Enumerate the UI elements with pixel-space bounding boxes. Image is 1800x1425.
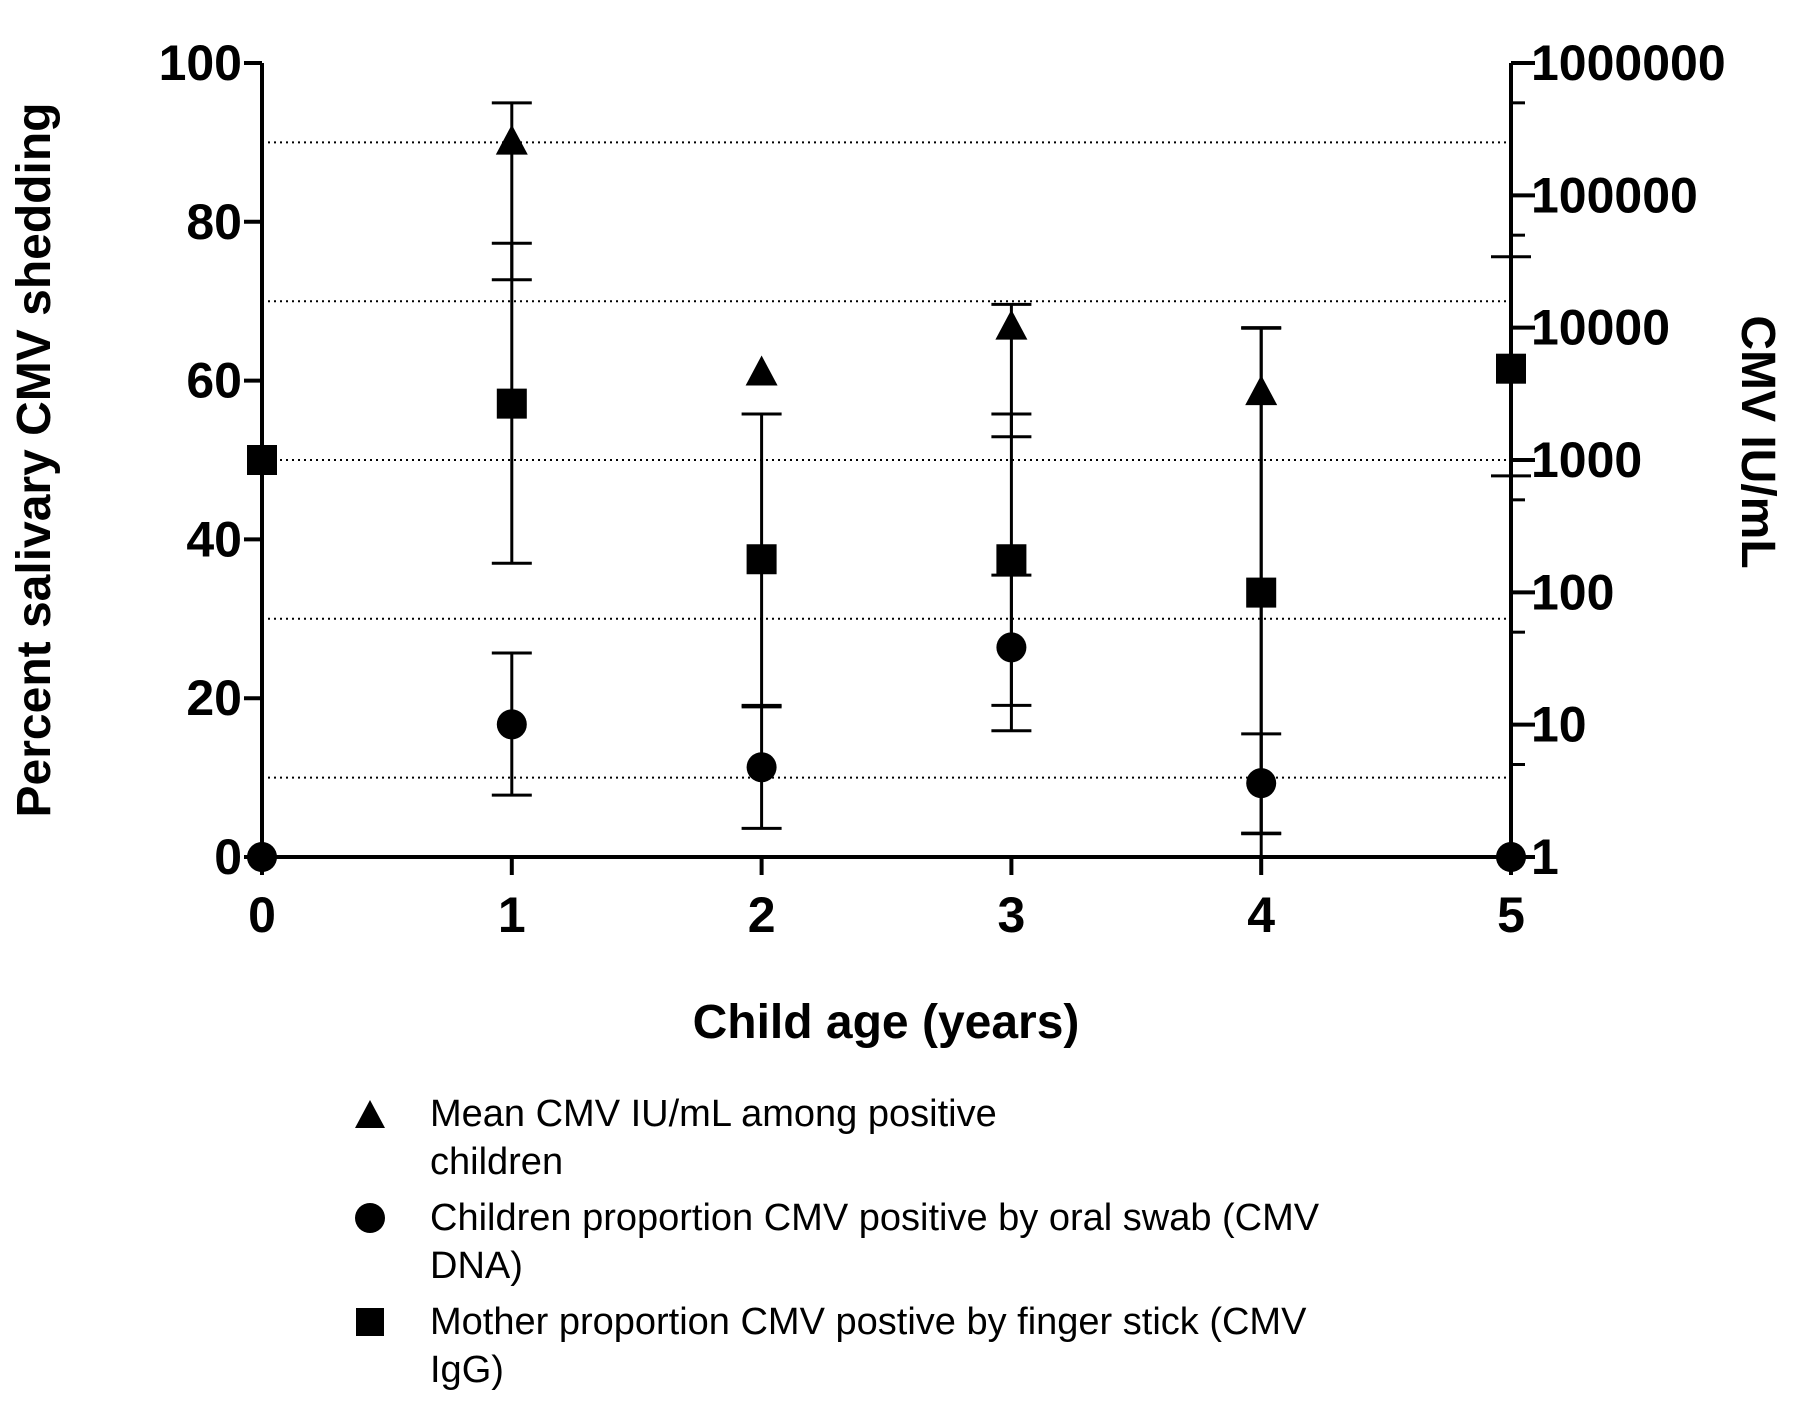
legend-item-circle: Children proportion CMV positive by oral… <box>350 1194 1550 1290</box>
data-markers <box>247 124 1526 872</box>
y-left-tick-label: 20 <box>186 670 242 726</box>
legend-item-triangle: Mean CMV IU/mL among positive children <box>350 1090 1550 1186</box>
legend-label-line: Children proportion CMV positive by oral… <box>430 1197 1320 1239</box>
data-point-triangle <box>995 309 1028 340</box>
data-point-triangle <box>745 355 778 386</box>
data-point-circle <box>496 709 527 740</box>
data-point-triangle <box>1245 375 1278 406</box>
legend-item-square: Mother proportion CMV postive by finger … <box>350 1298 1550 1394</box>
y-left-tick-label: 100 <box>159 35 242 91</box>
data-point-square <box>247 445 277 475</box>
y-left-tick-label: 80 <box>186 194 242 250</box>
data-point-square <box>1246 577 1277 608</box>
x-axis-title: Child age (years) <box>693 996 1080 1049</box>
legend-label-line: DNA) <box>430 1245 523 1287</box>
legend-label-line: IgG) <box>430 1349 504 1391</box>
legend-label: Mean CMV IU/mL among positive children <box>430 1090 997 1186</box>
legend-label-line: children <box>430 1141 564 1183</box>
ticks: 0 1 2 3 4 5 0 20 40 60 80 100 1 10 100 1000 10000 100000 1… <box>159 35 1726 943</box>
x-tick-label: 0 <box>248 887 276 943</box>
y-left-tick-label: 60 <box>186 353 242 409</box>
data-point-square <box>746 544 777 575</box>
legend-label: Mother proportion CMV postive by finger … <box>430 1298 1306 1394</box>
y-right-tick-label: 100 <box>1531 564 1614 620</box>
y-right-tick-label: 1 <box>1531 829 1559 885</box>
y-right-tick-label: 1000 <box>1531 432 1642 488</box>
y-right-tick-label: 10 <box>1531 697 1587 753</box>
grid-lines <box>262 141 1511 779</box>
data-point-square <box>1496 353 1526 384</box>
data-point-circle <box>1246 768 1277 799</box>
legend-label-line: Mother proportion CMV postive by finger … <box>430 1301 1307 1343</box>
y-left-tick-label: 0 <box>214 829 242 885</box>
data-point-triangle <box>495 124 528 155</box>
data-point-circle <box>746 752 777 783</box>
legend-label: Children proportion CMV positive by oral… <box>430 1194 1319 1290</box>
legend-label-line: Mean CMV IU/mL among positive <box>430 1093 997 1135</box>
chart-svg: 0 1 2 3 4 5 0 20 40 60 80 100 1 10 100 1000 10000 100000 1… <box>8 35 1784 1049</box>
circle-icon <box>350 1198 390 1238</box>
y-left-tick-label: 40 <box>186 511 242 567</box>
y-axis-right-title: CMV IU/mL <box>1731 315 1784 568</box>
data-point-circle <box>1496 842 1526 872</box>
x-tick-label: 3 <box>997 887 1025 943</box>
data-point-square <box>496 388 527 419</box>
square-icon <box>350 1302 390 1342</box>
data-point-circle <box>996 632 1027 663</box>
y-right-tick-label: 100000 <box>1531 167 1698 223</box>
legend: Mean CMV IU/mL among positive children C… <box>350 1090 1550 1402</box>
x-tick-label: 4 <box>1247 887 1275 943</box>
y-right-tick-label: 1000000 <box>1531 35 1726 91</box>
x-tick-label: 1 <box>498 887 526 943</box>
x-tick-label: 2 <box>748 887 776 943</box>
y-axis-left-title: Percent salivary CMV shedding <box>8 103 61 818</box>
y-right-tick-label: 10000 <box>1531 300 1670 356</box>
error-bars <box>491 101 1531 859</box>
triangle-icon <box>350 1094 390 1134</box>
x-tick-label: 5 <box>1497 887 1525 943</box>
data-point-square <box>996 544 1027 575</box>
data-point-circle <box>247 842 277 872</box>
